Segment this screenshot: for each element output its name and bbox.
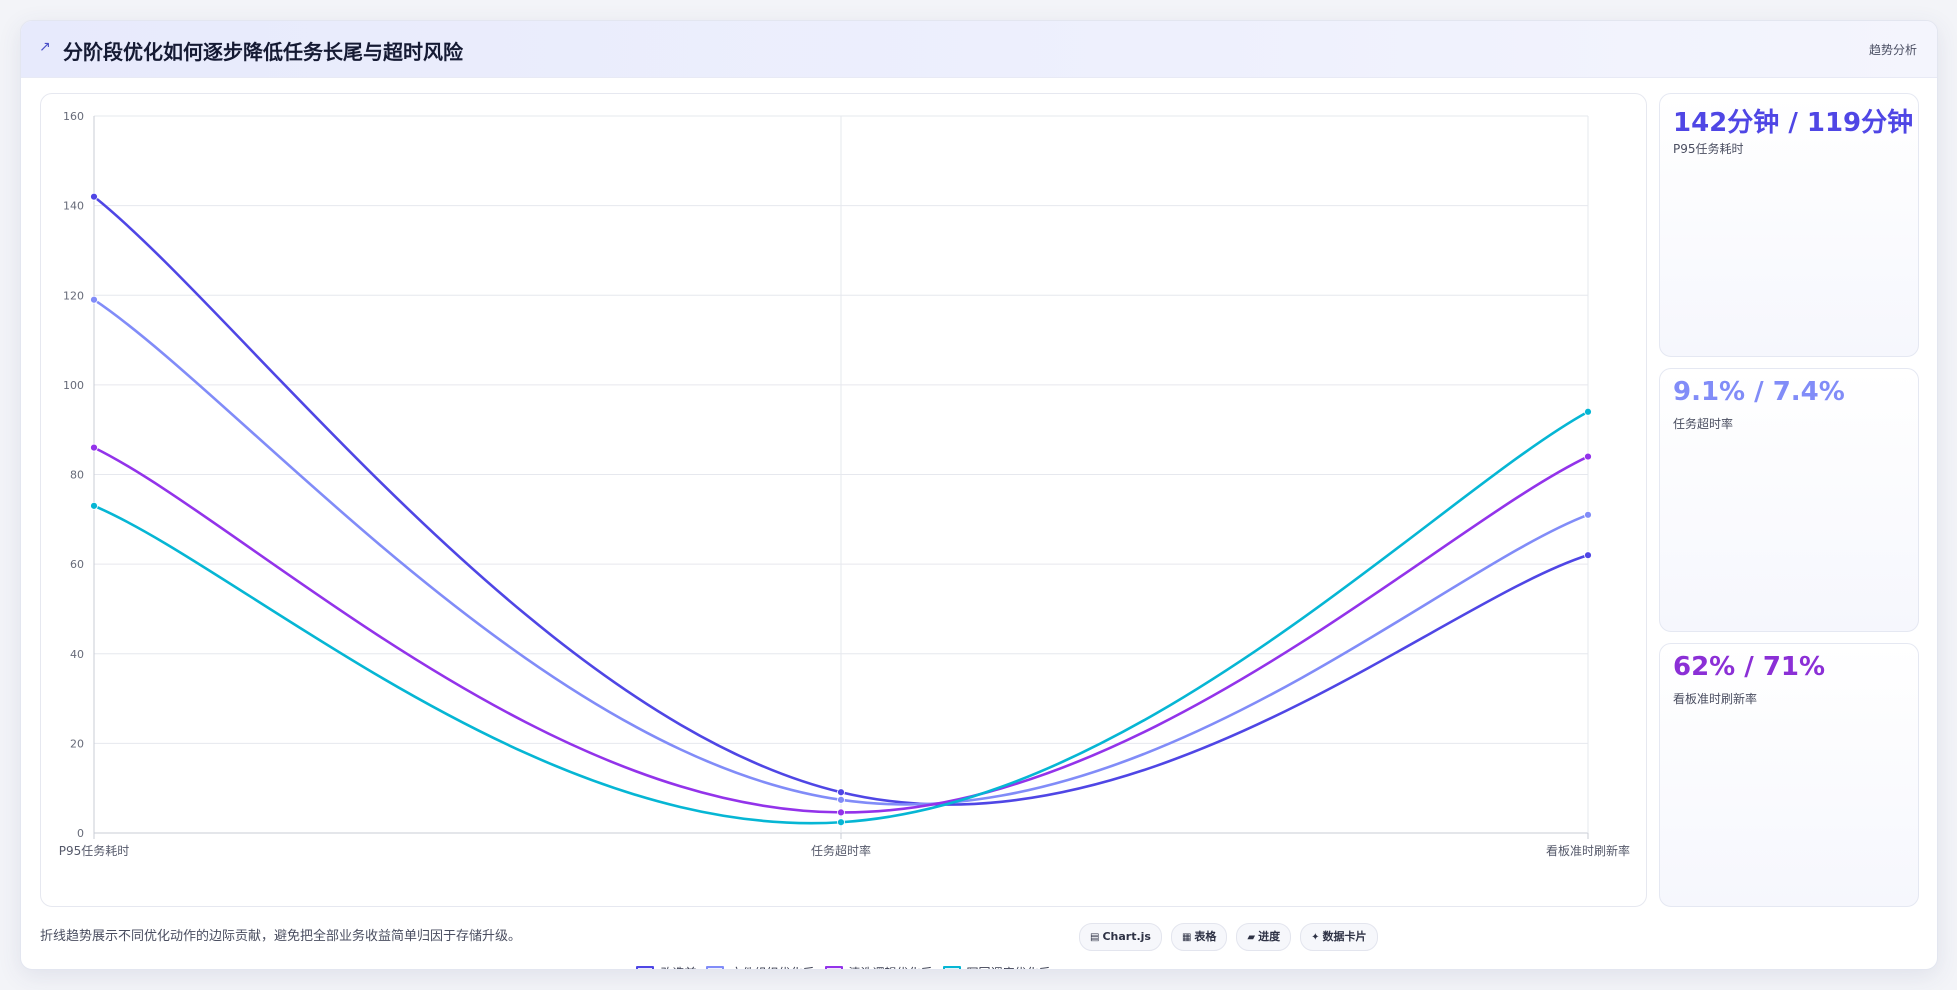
- y-tick-label: 40: [70, 648, 84, 661]
- stat-label: 任务超时率: [1673, 417, 1734, 431]
- legend-swatch: [636, 965, 655, 969]
- x-tick-label: P95任务耗时: [59, 843, 130, 858]
- stat-value: 9.1% / 7.4%: [1673, 377, 1845, 407]
- chart-icon: ▤: [1090, 932, 1100, 943]
- y-tick-label: 60: [70, 558, 84, 571]
- y-tick-label: 0: [77, 827, 84, 840]
- data-point: [837, 795, 845, 804]
- trend-icon: ↗: [39, 39, 51, 55]
- data-point: [1584, 551, 1592, 560]
- pill-chartjs[interactable]: ▤ Chart.js: [1079, 923, 1162, 951]
- x-tick-label: 任务超时率: [811, 843, 871, 858]
- legend-item-3[interactable]: 清洗逻辑优化后: [824, 964, 933, 969]
- data-point: [90, 501, 98, 510]
- data-point: [1584, 407, 1592, 416]
- data-point: [1584, 452, 1592, 461]
- pill-label: 进度: [1258, 930, 1281, 943]
- legend-swatch: [824, 965, 843, 969]
- data-point: [90, 192, 98, 201]
- x-tick-label: 看板准时刷新率: [1546, 843, 1630, 858]
- data-point: [90, 443, 98, 452]
- analysis-badge[interactable]: 趋势分析: [1868, 43, 1917, 57]
- stat-card-refresh: 62% / 71% 看板准时刷新率: [1659, 643, 1919, 907]
- chart-panel: 0 20 40 60 80 100 120 140 160 P95任务耗时 任务超时率 看板准时刷新率…: [40, 93, 1647, 969]
- pill-data-card[interactable]: ✦ 数据卡片: [1300, 923, 1378, 951]
- stat-label: 看板准时刷新率: [1673, 692, 1758, 706]
- line-chart: 0 20 40 60 80 100 120 140 160 P95任务耗时 任务超时率 看板准时刷新率: [59, 110, 1630, 858]
- page-title: 分阶段优化如何逐步降低任务长尾与超时风险: [63, 40, 463, 64]
- header-bar: ↗ 分阶段优化如何逐步降低任务长尾与超时风险 趋势分析: [21, 21, 1937, 78]
- legend-item-2[interactable]: 文件组织优化后: [706, 964, 815, 969]
- dashboard-card: ↗ 分阶段优化如何逐步降低任务长尾与超时风险 趋势分析 0 20 40 60 80 100…: [20, 20, 1938, 970]
- footer-note: 折线趋势展示不同优化动作的边际贡献，避免把全部业务收益简单归因于存储升级。: [40, 929, 522, 944]
- card-icon: ✦: [1311, 932, 1320, 943]
- legend-label: 清洗逻辑优化后: [849, 964, 933, 969]
- stat-label: P95任务耗时: [1673, 142, 1744, 156]
- data-point: [837, 788, 845, 797]
- stat-card-timeout: 9.1% / 7.4% 任务超时率: [1659, 368, 1919, 632]
- stat-value: 62% / 71%: [1673, 652, 1826, 682]
- stat-value: 142分钟 / 119分钟: [1673, 108, 1914, 138]
- legend-label: 改造前: [660, 964, 696, 969]
- pill-table[interactable]: ▦ 表格: [1170, 923, 1228, 951]
- stat-card-p95: 142分钟 / 119分钟 P95任务耗时: [1659, 93, 1919, 357]
- legend-item-4[interactable]: 写回调度优化后: [942, 964, 1051, 969]
- pill-label: Chart.js: [1102, 930, 1151, 943]
- data-point: [837, 818, 845, 827]
- tech-pills: ▤ Chart.js ▦ 表格 ▰ 进度 ✦ 数据卡片: [1079, 923, 1378, 951]
- pill-label: 数据卡片: [1322, 930, 1367, 943]
- chart-legend: 改造前 文件组织优化后 清洗逻辑优化后 写回调度优化后: [41, 964, 1646, 969]
- data-point: [837, 808, 845, 817]
- y-tick-label: 80: [70, 469, 84, 482]
- legend-swatch: [942, 965, 961, 969]
- legend-item-1[interactable]: 改造前: [636, 964, 696, 969]
- pill-label: 表格: [1194, 930, 1217, 943]
- data-point: [90, 295, 98, 304]
- legend-label: 写回调度优化后: [967, 964, 1051, 969]
- legend-label: 文件组织优化后: [730, 964, 814, 969]
- pill-progress[interactable]: ▰ 进度: [1236, 923, 1292, 951]
- y-tick-label: 100: [63, 379, 84, 392]
- progress-icon: ▰: [1247, 932, 1256, 943]
- data-point: [1584, 510, 1592, 519]
- y-tick-label: 140: [63, 200, 84, 213]
- y-tick-label: 20: [70, 737, 84, 750]
- legend-swatch: [706, 965, 725, 969]
- y-tick-label: 120: [63, 289, 84, 302]
- table-icon: ▦: [1181, 932, 1192, 943]
- y-tick-label: 160: [63, 110, 84, 123]
